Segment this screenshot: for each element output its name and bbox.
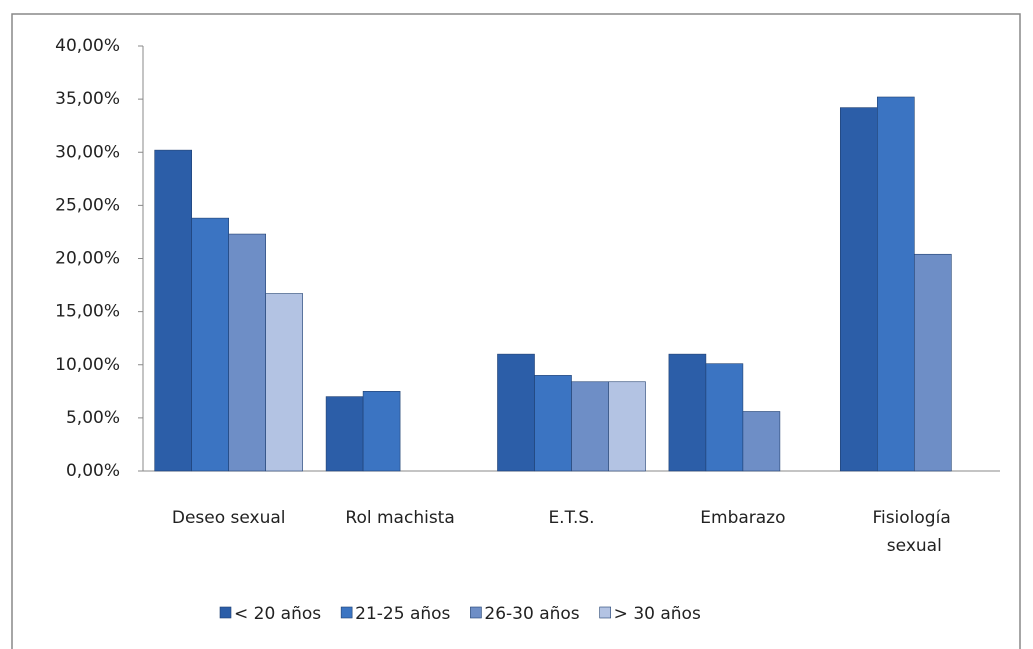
- bar: [839, 107, 878, 472]
- bar: [191, 217, 229, 472]
- bar: [497, 353, 535, 472]
- bar: [705, 363, 744, 472]
- y-tick-label: 35,00%: [55, 89, 120, 109]
- bar: [608, 381, 646, 472]
- y-tick-label: 10,00%: [55, 355, 120, 375]
- bar: [742, 411, 781, 472]
- y-tick-label: 40,00%: [55, 36, 120, 56]
- x-tick-label: Fisiología sexual: [872, 508, 956, 556]
- x-tick-label: E.T.S.: [548, 508, 594, 528]
- bar: [325, 396, 364, 472]
- legend-label: 26-30 años: [484, 604, 579, 624]
- legend-swatch: [599, 606, 611, 619]
- legend-swatch: [470, 606, 482, 619]
- bar: [571, 381, 609, 472]
- legend-label: > 30 años: [614, 604, 701, 624]
- bar: [265, 293, 304, 472]
- y-tick-label: 20,00%: [55, 249, 120, 269]
- x-tick-label: Embarazo: [700, 508, 785, 528]
- x-tick-label: Rol machista: [345, 508, 454, 528]
- bar: [876, 96, 915, 472]
- bar: [154, 149, 192, 472]
- y-tick-label: 0,00%: [66, 461, 120, 481]
- bar: [362, 391, 401, 472]
- y-tick-label: 25,00%: [55, 195, 120, 215]
- legend-label: < 20 años: [234, 604, 321, 624]
- bar: [913, 253, 952, 472]
- x-tick-label: Deseo sexual: [172, 508, 286, 528]
- bar: [228, 233, 266, 472]
- legend-swatch: [340, 606, 353, 619]
- bar: [534, 375, 572, 472]
- y-tick-label: 5,00%: [66, 408, 120, 428]
- y-tick-label: 30,00%: [55, 142, 120, 162]
- legend-label: 21-25 años: [355, 604, 450, 624]
- y-tick-label: 15,00%: [55, 302, 120, 322]
- bar: [668, 353, 707, 472]
- legend-swatch: [219, 606, 232, 619]
